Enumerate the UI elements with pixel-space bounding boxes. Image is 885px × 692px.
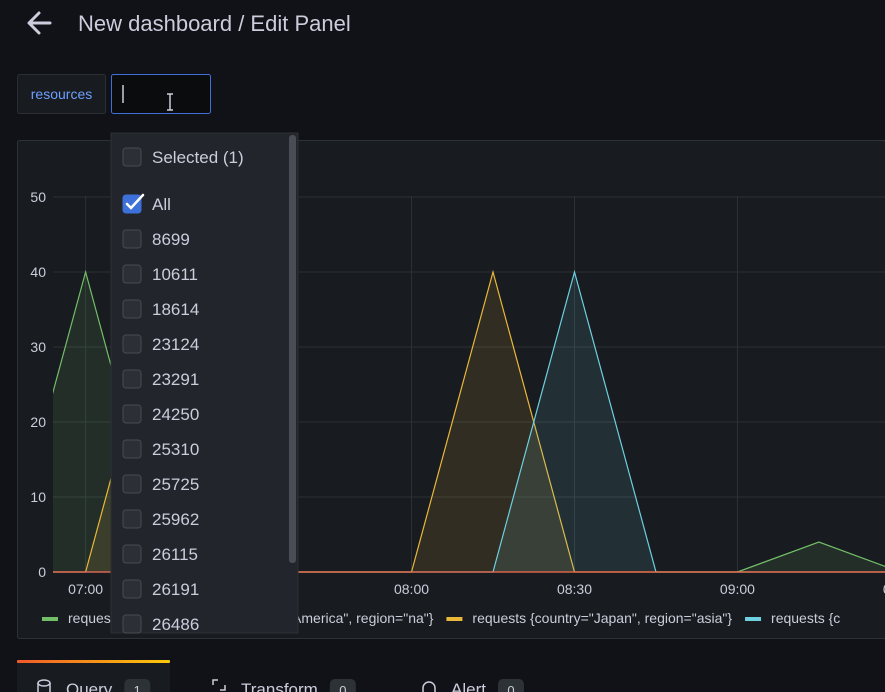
tabs: Query 1 Transform 0 Alert 0 [17, 660, 524, 692]
x-tick-label: 08:30 [557, 581, 592, 597]
option-label[interactable]: All [152, 195, 171, 214]
checkbox[interactable] [122, 264, 142, 284]
option-label[interactable]: 8699 [152, 230, 190, 249]
mouse-cursor [167, 93, 173, 111]
checkbox[interactable] [122, 579, 142, 599]
option-label[interactable]: 26486 [152, 615, 199, 634]
variable-label: resources [31, 86, 92, 102]
x-tick-label: 09:30 [883, 581, 885, 597]
series-area [53, 272, 885, 572]
option-label[interactable]: 25725 [152, 475, 199, 494]
checkbox[interactable] [122, 334, 142, 354]
checkbox[interactable] [122, 509, 142, 529]
tab-badge [329, 679, 356, 692]
tab-count: 0 [507, 683, 514, 692]
tab-badge [497, 679, 524, 692]
variable-label-box [17, 74, 106, 114]
checkbox[interactable] [122, 474, 142, 494]
y-tick-label: 40 [30, 264, 46, 280]
y-tick-label: 20 [30, 414, 46, 430]
checkbox[interactable] [122, 299, 142, 319]
y-tick-label: 50 [30, 189, 46, 205]
page-title: New dashboard / Edit Panel [78, 11, 351, 36]
tab-icon [212, 679, 226, 691]
checkbox[interactable] [122, 147, 142, 167]
legend-label[interactable]: requests {c [771, 610, 840, 626]
tab-label[interactable]: Alert [451, 680, 486, 692]
option-label[interactable]: 26191 [152, 580, 199, 599]
dropdown: Selected (1) All 8699 10611 18614 23124 23291… [110, 132, 299, 634]
tab-icon [37, 679, 51, 687]
selected-summary[interactable]: Selected (1) [152, 148, 244, 167]
legend-label[interactable]: requests {country="Japan", region="asia"… [472, 610, 732, 626]
option-label[interactable]: 25962 [152, 510, 199, 529]
tab-badge [124, 679, 151, 692]
tab-label[interactable]: Query [66, 680, 113, 692]
checkbox[interactable] [122, 369, 142, 389]
checkbox[interactable] [122, 544, 142, 564]
checkbox[interactable] [122, 194, 142, 214]
option-label[interactable]: 10611 [152, 265, 198, 284]
variable-input[interactable] [111, 74, 211, 114]
checkbox[interactable] [122, 229, 142, 249]
dropdown-menu [110, 132, 299, 634]
y-tick-label: 30 [30, 339, 46, 355]
option-label[interactable]: 23291 [152, 370, 199, 389]
tab-label[interactable]: Transform [241, 680, 318, 692]
scrollbar[interactable] [289, 135, 296, 563]
x-tick-label: 08:00 [394, 581, 429, 597]
tab-count: 0 [339, 683, 346, 692]
check-mark [125, 193, 145, 210]
option-label[interactable]: 24250 [152, 405, 199, 424]
checkbox[interactable] [122, 614, 142, 634]
y-tick-label: 10 [30, 489, 46, 505]
back-button[interactable] [27, 11, 52, 35]
tab-count: 1 [134, 683, 141, 692]
back-arrow[interactable] [27, 11, 52, 35]
tab-icon [422, 681, 436, 692]
checkbox[interactable] [122, 439, 142, 459]
option-label[interactable]: 18614 [152, 300, 199, 319]
option-label[interactable]: 23124 [152, 335, 199, 354]
x-tick-label: 07:00 [68, 581, 103, 597]
x-tick-label: 09:00 [720, 581, 755, 597]
y-tick-label: 0 [38, 564, 46, 580]
checkbox[interactable] [122, 404, 142, 424]
active-tab-border [17, 660, 170, 663]
option-label[interactable]: 25310 [152, 440, 199, 459]
option-label[interactable]: 26115 [152, 545, 198, 564]
